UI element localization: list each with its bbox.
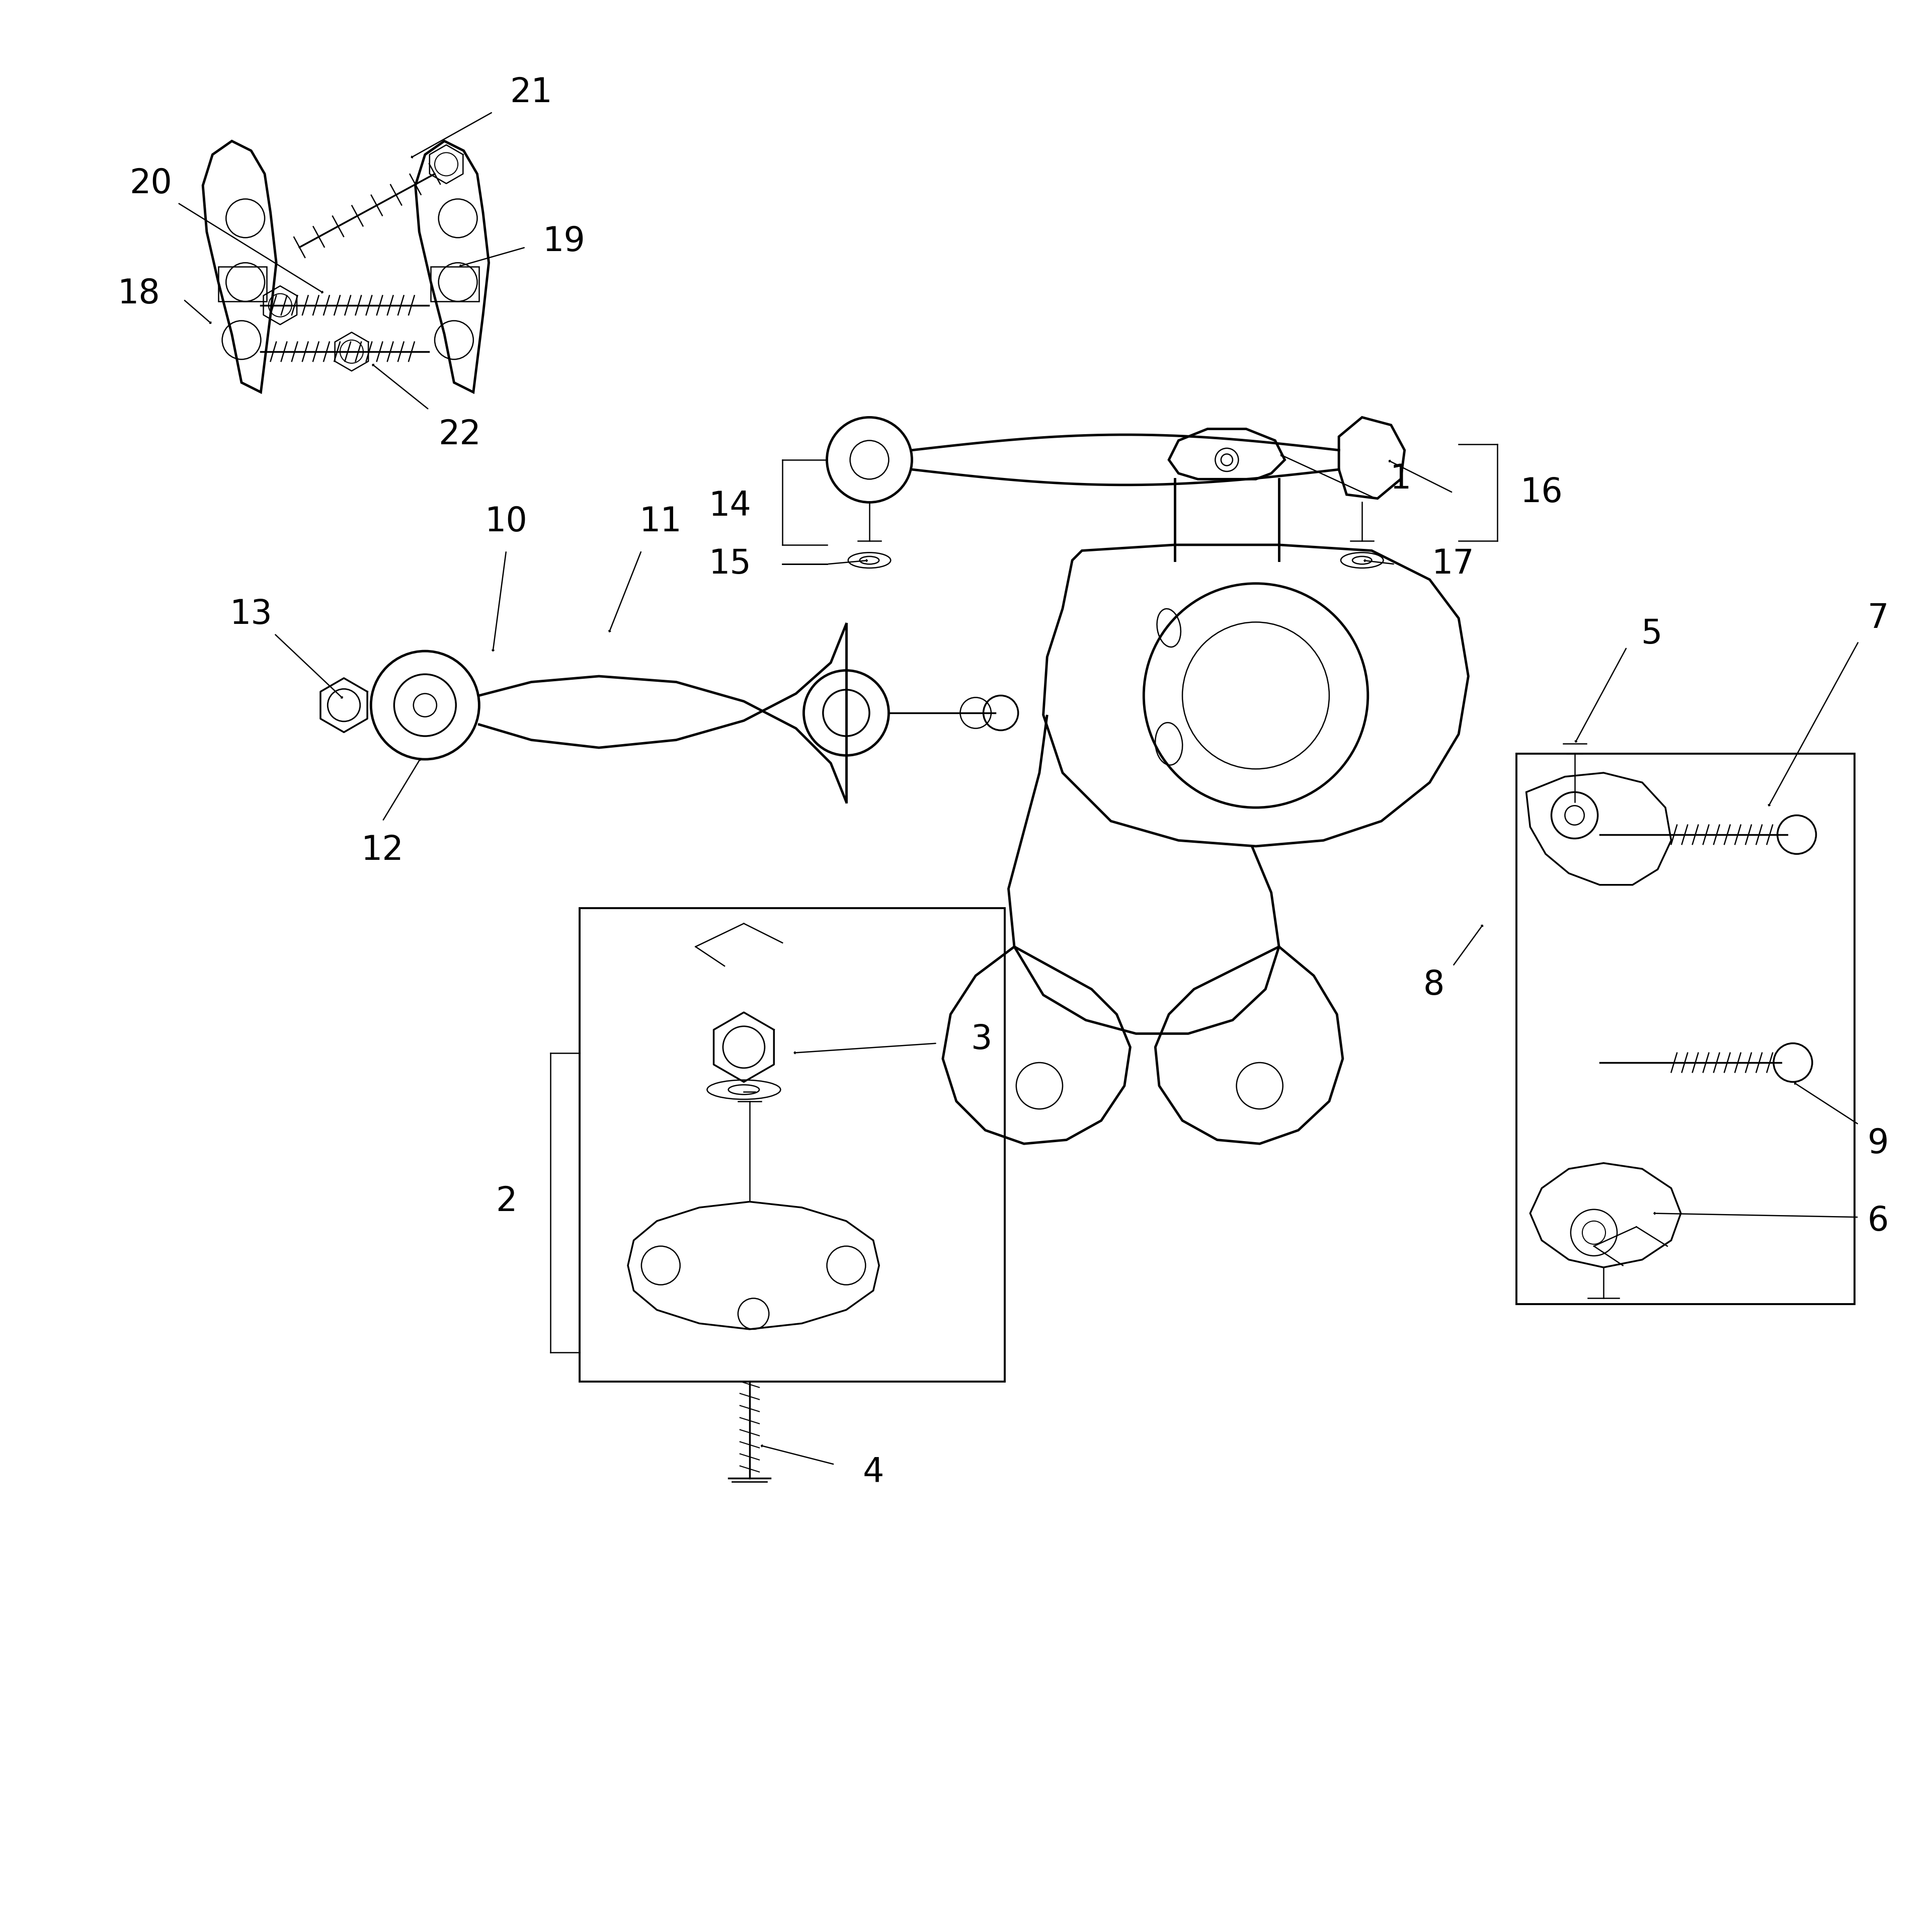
Text: 5: 5: [1640, 616, 1663, 651]
Text: 21: 21: [510, 75, 553, 110]
Text: 10: 10: [485, 504, 527, 539]
Text: 15: 15: [709, 547, 752, 582]
Text: 20: 20: [129, 166, 172, 201]
Text: 17: 17: [1432, 547, 1474, 582]
Text: 7: 7: [1866, 601, 1889, 636]
Bar: [1517, 753, 1855, 1304]
Text: 14: 14: [709, 489, 752, 524]
Text: 12: 12: [361, 833, 404, 867]
Text: 9: 9: [1866, 1126, 1889, 1161]
Text: 1: 1: [1389, 462, 1412, 497]
Text: 16: 16: [1520, 475, 1563, 510]
Bar: [431, 267, 479, 301]
Text: 19: 19: [543, 224, 585, 259]
Bar: [580, 908, 1005, 1381]
Bar: [218, 267, 267, 301]
Text: 8: 8: [1422, 968, 1445, 1003]
Text: 6: 6: [1866, 1204, 1889, 1238]
Text: 18: 18: [118, 276, 160, 311]
Text: 4: 4: [862, 1455, 885, 1490]
Text: 22: 22: [439, 417, 481, 452]
Text: 3: 3: [970, 1022, 993, 1057]
Text: 13: 13: [230, 597, 272, 632]
Text: 11: 11: [639, 504, 682, 539]
Text: 2: 2: [495, 1184, 518, 1219]
